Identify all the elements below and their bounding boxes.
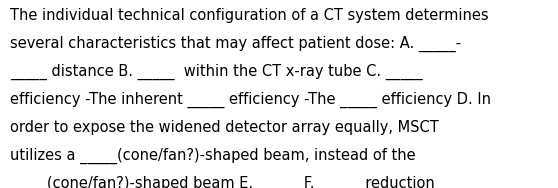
Text: _____ distance B. _____  within the CT x-ray tube C. _____: _____ distance B. _____ within the CT x-…	[10, 64, 422, 80]
Text: utilizes a _____(cone/fan?)-shaped beam, instead of the: utilizes a _____(cone/fan?)-shaped beam,…	[10, 148, 416, 164]
Text: several characteristics that may affect patient dose: A. _____-: several characteristics that may affect …	[10, 36, 461, 52]
Text: efficiency -The inherent _____ efficiency -The _____ efficiency D. In: efficiency -The inherent _____ efficienc…	[10, 92, 491, 108]
Text: The individual technical configuration of a CT system determines: The individual technical configuration o…	[10, 8, 489, 24]
Text: order to expose the widened detector array equally, MSCT: order to expose the widened detector arr…	[10, 120, 439, 135]
Text: _____(cone/fan?)-shaped beam E. _____  F. _____  reduction: _____(cone/fan?)-shaped beam E. _____ F.…	[10, 175, 435, 188]
